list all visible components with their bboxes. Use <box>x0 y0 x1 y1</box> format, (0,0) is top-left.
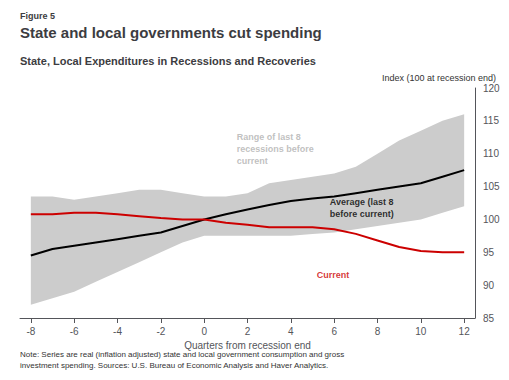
svg-text:-6: -6 <box>70 326 79 337</box>
svg-text:100: 100 <box>483 214 500 225</box>
svg-text:90: 90 <box>483 280 495 291</box>
svg-text:Average (last 8: Average (last 8 <box>330 197 394 207</box>
svg-text:115: 115 <box>483 115 499 126</box>
svg-text:State, Local Expenditures in R: State, Local Expenditures in Recessions … <box>20 55 316 67</box>
svg-text:-8: -8 <box>26 326 35 337</box>
svg-text:95: 95 <box>483 247 495 258</box>
svg-text:2: 2 <box>245 326 251 337</box>
svg-text:4: 4 <box>288 326 294 337</box>
svg-text:investment spending. Sources:: investment spending. Sources: U.S. Burea… <box>20 361 328 370</box>
svg-text:State and local governments cu: State and local governments cut spending <box>20 24 322 41</box>
svg-text:Figure 5: Figure 5 <box>20 11 55 21</box>
svg-text:Quarters from recession end: Quarters from recession end <box>184 340 311 352</box>
svg-text:-4: -4 <box>113 326 122 337</box>
svg-text:8: 8 <box>375 326 381 337</box>
svg-text:before current): before current) <box>330 209 394 219</box>
svg-text:Current: Current <box>317 270 350 280</box>
svg-text:recessions before: recessions before <box>237 144 314 154</box>
svg-text:0: 0 <box>201 326 207 337</box>
svg-text:12: 12 <box>459 326 471 337</box>
svg-text:85: 85 <box>483 313 495 324</box>
svg-text:-2: -2 <box>156 326 165 337</box>
svg-text:Index (100 at recession end): Index (100 at recession end) <box>382 73 496 83</box>
svg-text:6: 6 <box>331 326 337 337</box>
svg-text:110: 110 <box>483 148 499 159</box>
svg-text:10: 10 <box>415 326 427 337</box>
svg-text:120: 120 <box>483 83 500 94</box>
svg-text:current: current <box>237 156 268 166</box>
svg-text:Note: Series are real (inflati: Note: Series are real (inflation adjuste… <box>20 350 344 359</box>
svg-text:105: 105 <box>483 181 500 192</box>
svg-text:Range of last 8: Range of last 8 <box>237 132 301 142</box>
